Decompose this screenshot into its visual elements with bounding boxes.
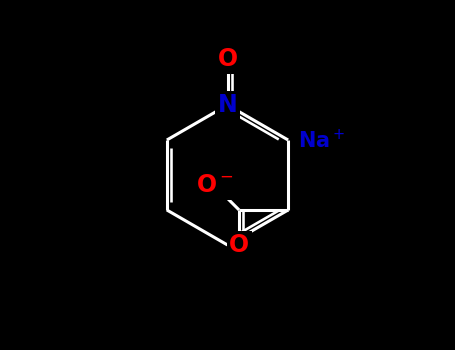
- Text: O: O: [217, 48, 238, 71]
- Text: O: O: [229, 233, 249, 257]
- Text: $\mathdefault{O}^-$: $\mathdefault{O}^-$: [196, 173, 233, 197]
- Text: N: N: [217, 93, 238, 117]
- Text: Na$^+$: Na$^+$: [298, 128, 346, 152]
